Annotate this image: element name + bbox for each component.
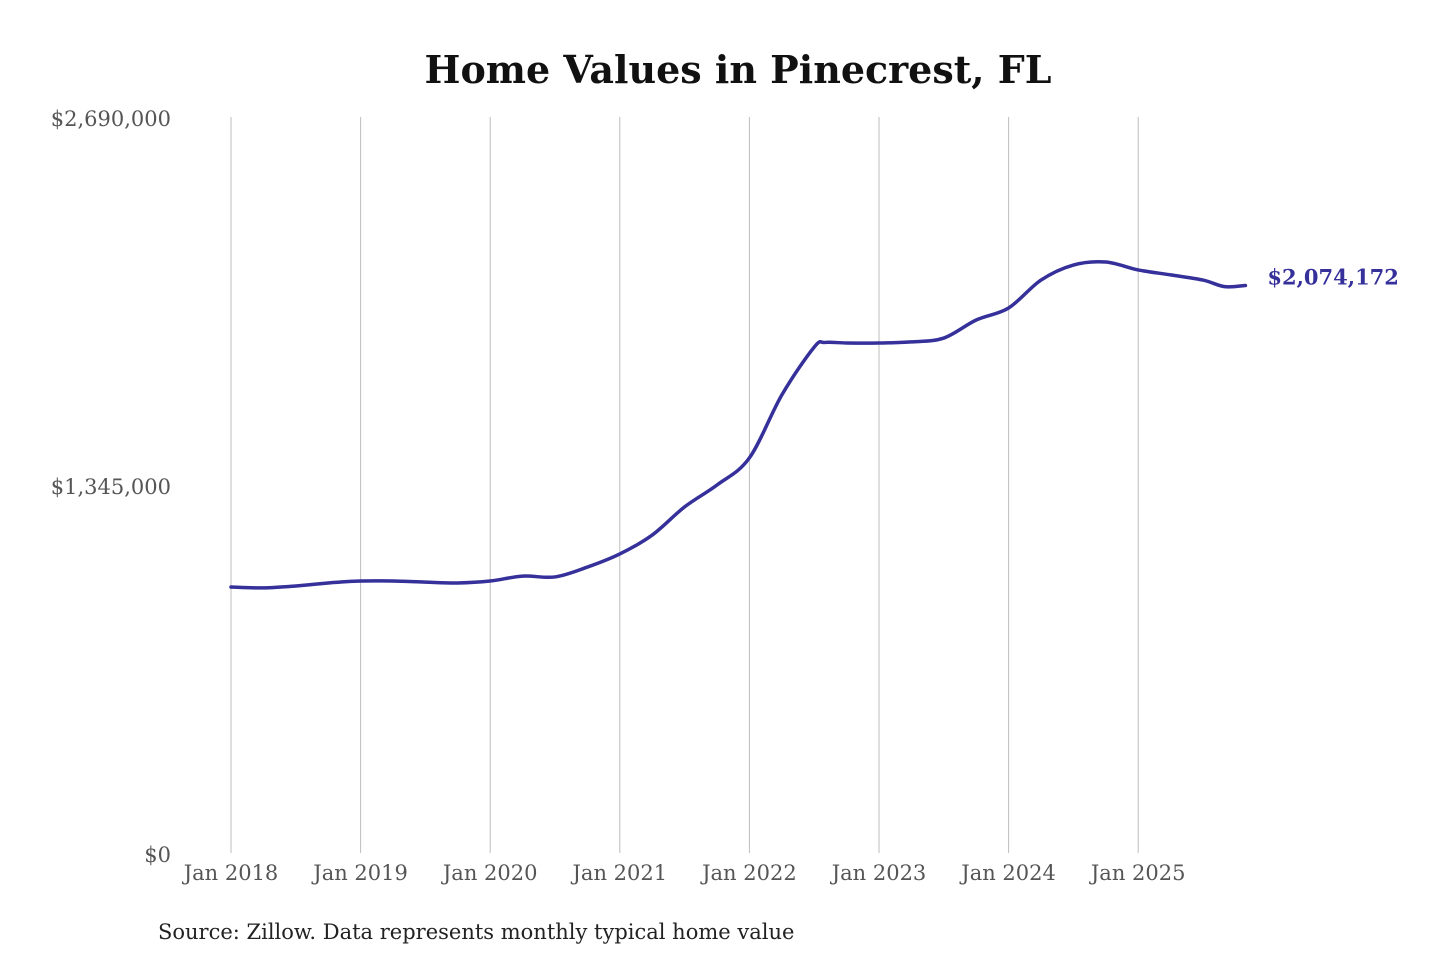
y-tick-label: $1,345,000 — [51, 475, 171, 499]
y-axis: $2,690,000 $1,345,000 $0 — [51, 107, 171, 867]
x-tick-label: Jan 2024 — [959, 861, 1056, 885]
x-tick-label: Jan 2021 — [571, 861, 668, 885]
gridlines — [230, 117, 1139, 853]
x-tick-label: Jan 2018 — [182, 861, 279, 885]
x-tick-label: Jan 2023 — [830, 861, 927, 885]
end-value-label: $2,074,172 — [1267, 264, 1399, 289]
x-tick-label: Jan 2020 — [441, 861, 538, 885]
x-axis: Jan 2018 Jan 2019 Jan 2020 Jan 2021 Jan 2022… — [182, 861, 1186, 885]
x-tick-label: Jan 2022 — [700, 861, 797, 885]
chart-title: Home Values in Pinecrest, FL — [425, 47, 1052, 92]
y-tick-label: $0 — [144, 843, 171, 867]
x-tick-label: Jan 2025 — [1089, 861, 1186, 885]
x-tick-label: Jan 2019 — [311, 861, 408, 885]
series-line — [229, 259, 1248, 590]
source-note: Source: Zillow. Data represents monthly … — [158, 920, 794, 944]
y-tick-label: $2,690,000 — [51, 107, 171, 131]
